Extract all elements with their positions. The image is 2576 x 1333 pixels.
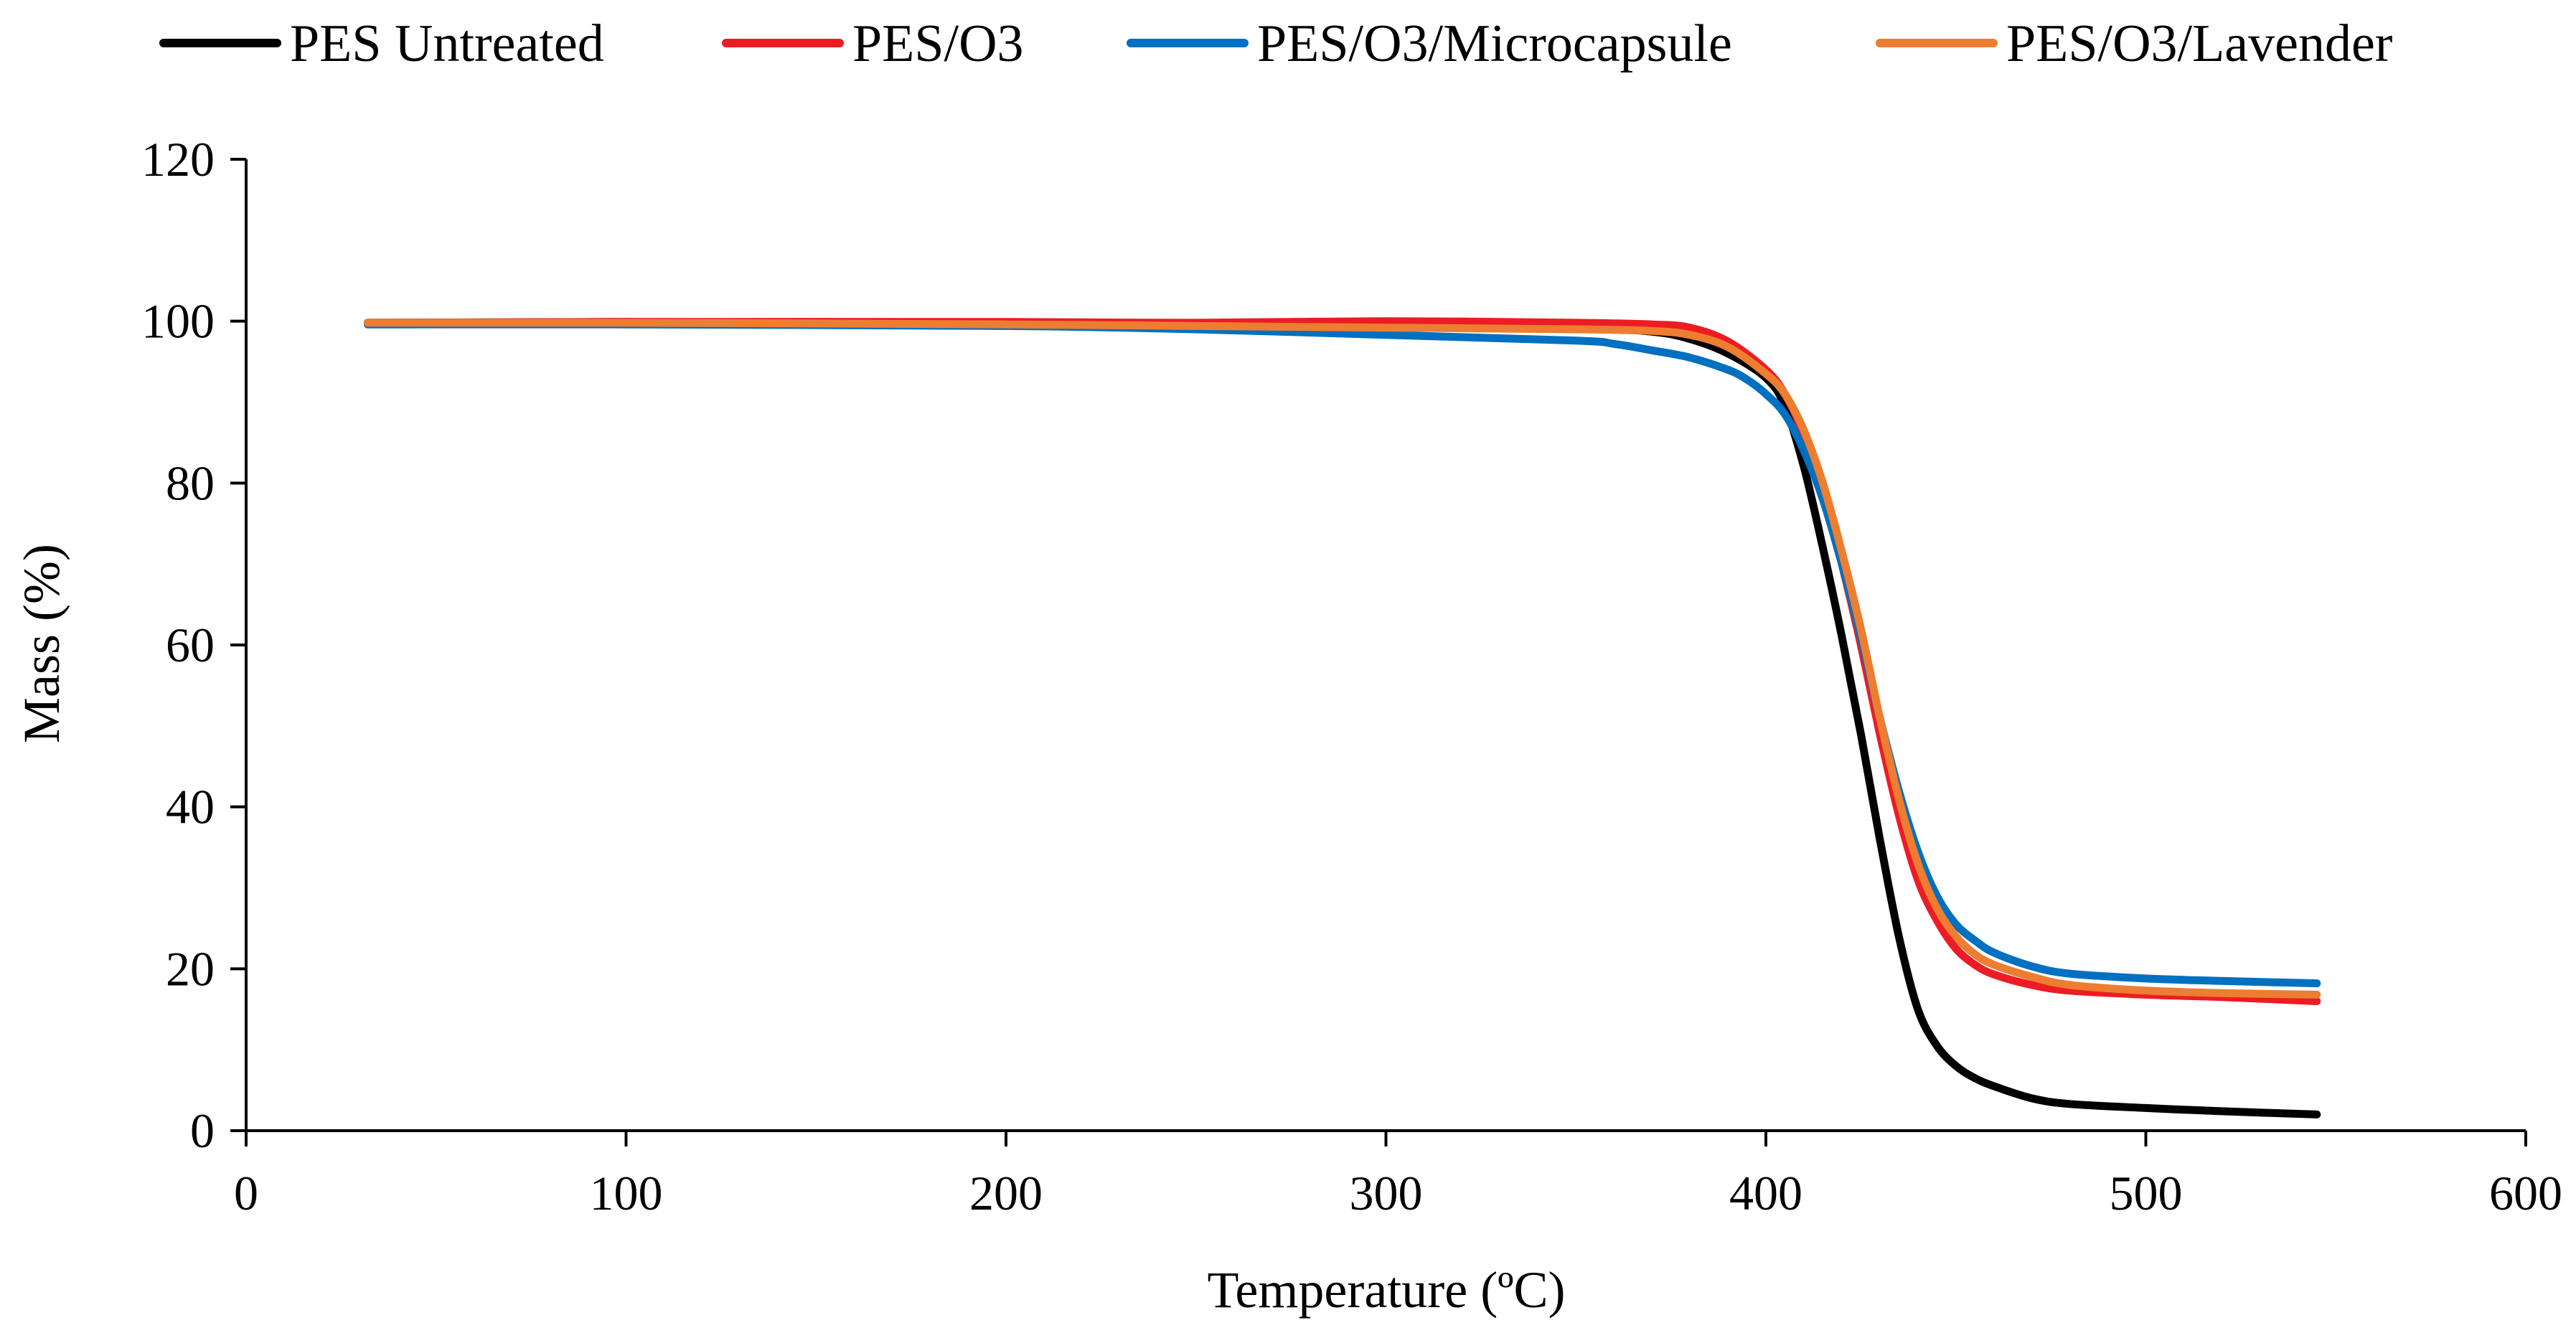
series-line-pes-o3-lavender	[363, 319, 2321, 999]
y-tick-label: 0	[190, 1103, 215, 1158]
y-tick-label: 20	[166, 941, 215, 996]
series-layer	[363, 317, 2321, 1118]
legend-label-pes-o3-lavender: PES/O3/Lavender	[2006, 14, 2392, 73]
plot-area: 0 20 40 60 80 100 120 0 100 200 300 400 500 600	[141, 132, 2562, 1220]
x-tick-label: 300	[1350, 1166, 1423, 1220]
x-tick-label: 600	[2489, 1166, 2562, 1220]
legend-label-pes-o3-microcapsule: PES/O3/Microcapsule	[1257, 14, 1732, 73]
y-tick-label: 80	[166, 456, 215, 510]
y-axis-title: Mass (%)	[13, 544, 70, 743]
y-tick-label: 40	[166, 780, 215, 834]
x-tick-label: 500	[2110, 1166, 2183, 1220]
y-tick-label: 120	[141, 132, 215, 187]
y-tick-label: 100	[141, 294, 215, 349]
legend-label-pes-o3: PES/O3	[852, 14, 1024, 73]
legend-label-pes-untreated: PES Untreated	[290, 14, 604, 73]
x-axis-title: Temperature (ºC)	[1207, 1261, 1565, 1319]
x-tick-label: 0	[234, 1166, 258, 1220]
x-tick-label: 400	[1729, 1166, 1802, 1220]
x-axis-ticks: 0 100 200 300 400 500 600	[234, 1131, 2562, 1220]
legend: PES Untreated PES/O3 PES/O3/Microcapsule PE…	[159, 14, 2392, 73]
x-tick-label: 100	[590, 1166, 663, 1220]
x-tick-label: 200	[969, 1166, 1043, 1220]
y-axis-ticks: 0 20 40 60 80 100 120	[141, 132, 246, 1158]
y-tick-label: 60	[166, 618, 215, 672]
